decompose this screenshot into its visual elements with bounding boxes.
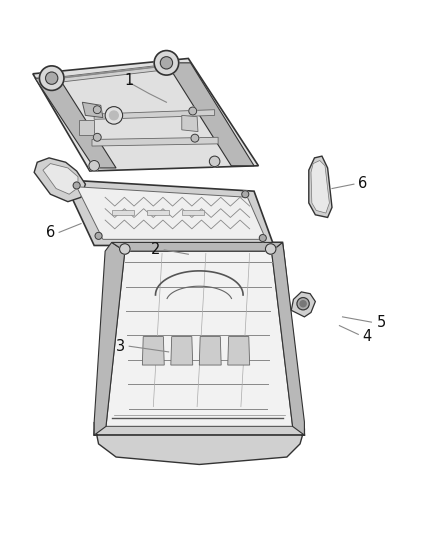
Polygon shape	[77, 187, 266, 239]
Polygon shape	[142, 336, 164, 365]
Polygon shape	[94, 422, 304, 464]
Polygon shape	[92, 138, 218, 146]
Circle shape	[300, 301, 306, 307]
Circle shape	[160, 56, 173, 69]
Circle shape	[93, 106, 101, 114]
Polygon shape	[43, 164, 78, 194]
Polygon shape	[291, 292, 315, 317]
Polygon shape	[35, 78, 116, 168]
Circle shape	[191, 134, 199, 142]
Text: 6: 6	[358, 176, 367, 191]
Circle shape	[209, 156, 220, 167]
Circle shape	[259, 235, 266, 241]
Circle shape	[110, 111, 118, 120]
Polygon shape	[94, 243, 125, 435]
Text: 5: 5	[376, 314, 386, 329]
Polygon shape	[147, 209, 169, 215]
Circle shape	[39, 66, 64, 91]
Circle shape	[120, 244, 130, 254]
Polygon shape	[94, 243, 304, 435]
Circle shape	[89, 160, 99, 171]
Polygon shape	[311, 160, 329, 213]
Text: 3: 3	[116, 338, 125, 354]
Circle shape	[46, 72, 58, 84]
Text: 2: 2	[151, 243, 160, 257]
Circle shape	[265, 244, 276, 254]
Circle shape	[189, 107, 197, 115]
Circle shape	[105, 107, 123, 124]
Polygon shape	[228, 336, 250, 365]
Polygon shape	[171, 336, 193, 365]
Circle shape	[242, 191, 249, 198]
Text: 1: 1	[124, 73, 134, 88]
Polygon shape	[94, 110, 215, 119]
Circle shape	[95, 232, 102, 239]
Polygon shape	[34, 158, 85, 201]
Polygon shape	[82, 102, 103, 118]
Text: 6: 6	[46, 225, 55, 240]
Polygon shape	[33, 59, 258, 171]
Polygon shape	[79, 120, 94, 135]
Polygon shape	[309, 156, 332, 217]
Circle shape	[93, 133, 101, 141]
Polygon shape	[112, 209, 134, 215]
Polygon shape	[272, 243, 304, 435]
Polygon shape	[112, 243, 283, 251]
Polygon shape	[166, 63, 254, 166]
Circle shape	[297, 297, 309, 310]
Circle shape	[73, 182, 80, 189]
Polygon shape	[106, 251, 293, 426]
Polygon shape	[199, 336, 221, 365]
Polygon shape	[182, 209, 204, 215]
Polygon shape	[57, 64, 169, 83]
Polygon shape	[182, 115, 198, 132]
Text: 4: 4	[362, 329, 372, 344]
Circle shape	[154, 51, 179, 75]
Polygon shape	[64, 180, 274, 246]
